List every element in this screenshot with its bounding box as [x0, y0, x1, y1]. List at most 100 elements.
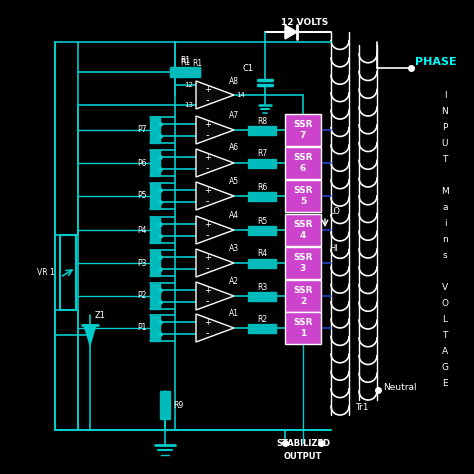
Text: R8: R8: [257, 117, 267, 126]
Bar: [150, 217, 160, 243]
Bar: [285, 114, 321, 146]
Text: LO: LO: [329, 208, 340, 217]
Text: Neutral: Neutral: [383, 383, 417, 392]
Bar: [248, 258, 276, 267]
Bar: [285, 180, 321, 212]
Text: Tr1: Tr1: [355, 403, 368, 412]
Bar: [150, 183, 160, 209]
Text: T: T: [442, 155, 447, 164]
Text: +: +: [204, 186, 211, 195]
Text: T: T: [442, 330, 447, 339]
Bar: [248, 292, 276, 301]
Text: -: -: [206, 130, 209, 140]
Text: SSR
6: SSR 6: [293, 153, 313, 173]
Bar: [150, 283, 160, 309]
Text: R4: R4: [257, 249, 267, 258]
Bar: [248, 323, 276, 332]
Polygon shape: [196, 81, 234, 109]
Text: N: N: [442, 107, 448, 116]
Text: n: n: [442, 235, 448, 244]
Bar: [248, 226, 276, 235]
Text: SSR
3: SSR 3: [293, 253, 313, 273]
Text: R1: R1: [192, 58, 202, 67]
Text: P2: P2: [137, 292, 147, 301]
Text: U: U: [442, 138, 448, 147]
Text: +: +: [204, 85, 211, 94]
Text: VR 1: VR 1: [37, 268, 55, 277]
Text: A4: A4: [229, 210, 239, 219]
Text: R3: R3: [257, 283, 267, 292]
Bar: [285, 214, 321, 246]
Text: R6: R6: [257, 182, 267, 191]
Text: 12: 12: [184, 82, 193, 88]
Text: P7: P7: [137, 126, 147, 135]
Text: +: +: [204, 154, 211, 163]
Text: A6: A6: [229, 144, 239, 153]
Text: -: -: [206, 328, 209, 338]
Text: M: M: [441, 186, 449, 195]
Bar: [150, 150, 160, 176]
Polygon shape: [196, 149, 234, 177]
Text: P4: P4: [137, 226, 147, 235]
Polygon shape: [84, 325, 96, 345]
Text: PHASE: PHASE: [415, 57, 456, 67]
Text: -: -: [206, 230, 209, 240]
Bar: [150, 315, 160, 341]
Bar: [60, 235, 76, 310]
Text: A: A: [442, 346, 448, 356]
Text: P3: P3: [137, 258, 147, 267]
Text: I: I: [444, 91, 447, 100]
Text: R1: R1: [180, 57, 190, 66]
Text: +: +: [204, 319, 211, 328]
Bar: [170, 67, 200, 76]
Text: HI: HI: [329, 244, 338, 253]
Bar: [150, 250, 160, 276]
Polygon shape: [196, 314, 234, 342]
Text: +: +: [204, 120, 211, 129]
Text: -: -: [206, 296, 209, 306]
Text: -: -: [206, 95, 209, 105]
Text: P5: P5: [137, 191, 147, 201]
Text: A8: A8: [229, 76, 239, 85]
Bar: [248, 191, 276, 201]
Bar: [248, 158, 276, 167]
Text: P1: P1: [137, 323, 147, 332]
Text: R2: R2: [257, 315, 267, 323]
Text: O: O: [441, 299, 448, 308]
Bar: [285, 312, 321, 344]
Text: SSR
2: SSR 2: [293, 286, 313, 306]
Text: STABILIZED
OUTPUT: STABILIZED OUTPUT: [276, 439, 330, 461]
Text: R1: R1: [180, 55, 190, 64]
Text: A1: A1: [229, 309, 239, 318]
Polygon shape: [196, 282, 234, 310]
Text: A3: A3: [229, 244, 239, 253]
Text: V: V: [442, 283, 448, 292]
Text: C1: C1: [242, 64, 254, 73]
Bar: [248, 126, 276, 135]
Text: +: +: [204, 286, 211, 295]
Text: SSR
7: SSR 7: [293, 120, 313, 140]
Bar: [150, 117, 160, 143]
Text: R9: R9: [173, 401, 183, 410]
Text: P: P: [442, 122, 447, 131]
Text: i: i: [444, 219, 447, 228]
Text: L: L: [443, 315, 447, 323]
Text: 12 VOLTS: 12 VOLTS: [282, 18, 328, 27]
Text: G: G: [441, 363, 448, 372]
Text: -: -: [206, 263, 209, 273]
Text: -: -: [206, 196, 209, 206]
Bar: [285, 147, 321, 179]
Polygon shape: [196, 249, 234, 277]
Text: R5: R5: [257, 217, 267, 226]
Text: s: s: [443, 250, 447, 259]
Polygon shape: [285, 25, 297, 39]
Text: -: -: [206, 163, 209, 173]
Text: +: +: [204, 254, 211, 263]
Text: SSR
5: SSR 5: [293, 186, 313, 206]
Text: A2: A2: [229, 276, 239, 285]
Bar: [160, 391, 170, 419]
Text: a: a: [442, 202, 448, 211]
Text: SSR
4: SSR 4: [293, 220, 313, 240]
Text: A5: A5: [229, 176, 239, 185]
Polygon shape: [196, 182, 234, 210]
